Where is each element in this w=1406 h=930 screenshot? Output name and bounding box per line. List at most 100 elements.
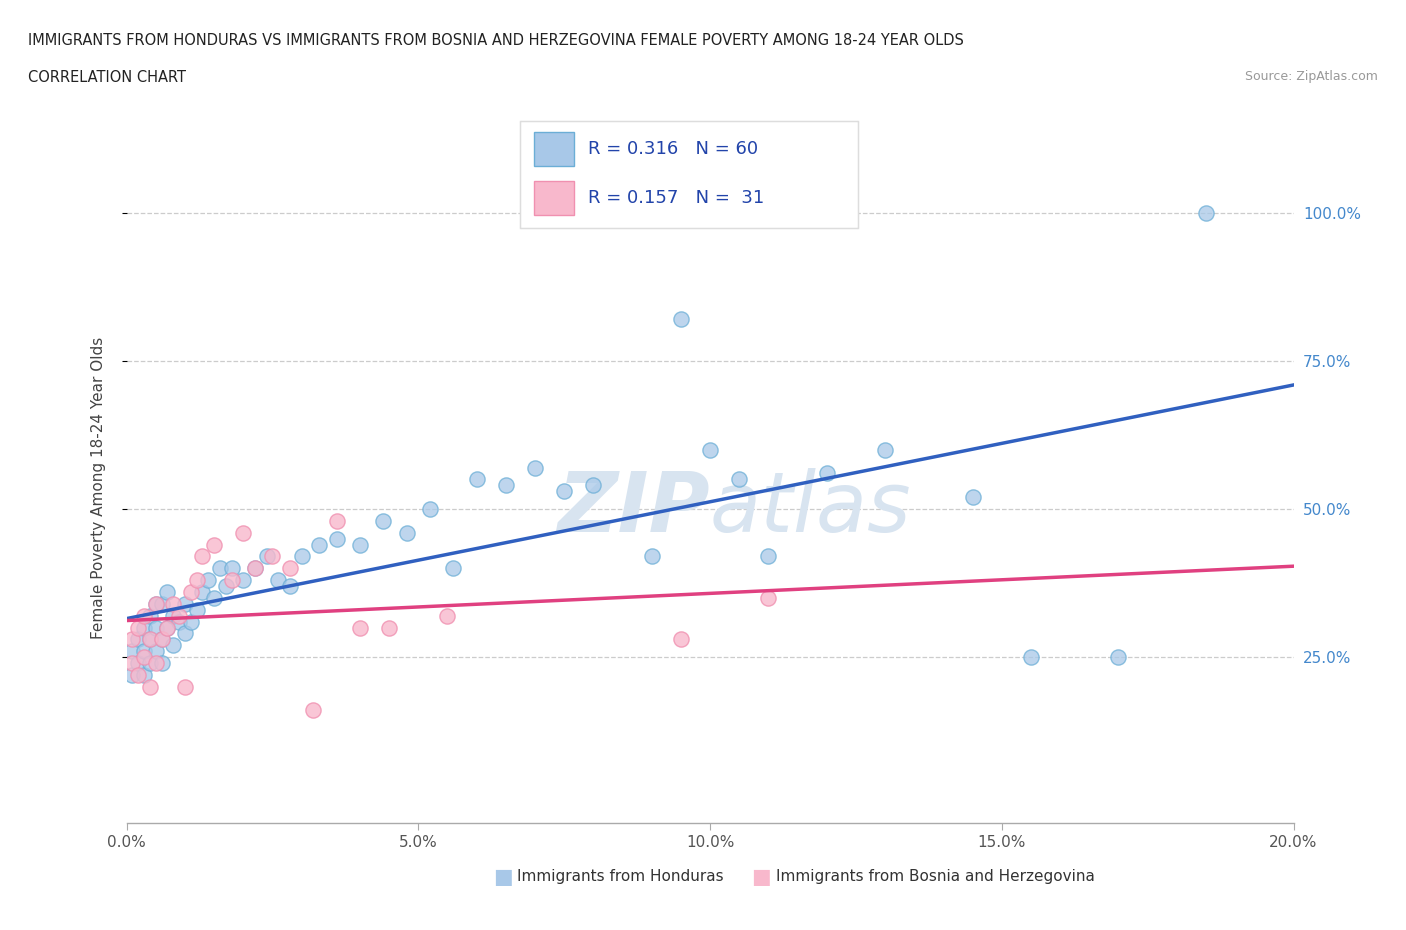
Point — [465, 472, 488, 486]
Point — [290, 549, 312, 564]
Point — [325, 531, 347, 546]
Point — [121, 668, 143, 683]
Point — [186, 573, 208, 588]
Point — [419, 501, 441, 516]
Point — [640, 549, 664, 564]
Point — [308, 538, 330, 552]
Point — [553, 484, 575, 498]
Point — [221, 561, 243, 576]
Point — [145, 644, 167, 658]
Point — [1019, 650, 1042, 665]
Point — [232, 525, 254, 540]
Point — [156, 620, 179, 635]
Point — [395, 525, 418, 540]
Point — [669, 631, 692, 646]
Bar — [534, 131, 574, 166]
Point — [127, 656, 149, 671]
Point — [669, 312, 692, 326]
Point — [436, 608, 458, 623]
Point — [243, 561, 266, 576]
Point — [325, 513, 347, 528]
Point — [221, 573, 243, 588]
Point — [174, 679, 197, 694]
Point — [162, 638, 184, 653]
Point — [121, 631, 143, 646]
Point — [815, 466, 838, 481]
Point — [202, 591, 225, 605]
Text: ZIP: ZIP — [557, 468, 710, 549]
Bar — [534, 180, 574, 215]
Point — [756, 591, 779, 605]
Point — [186, 603, 208, 618]
Point — [139, 608, 162, 623]
Point — [495, 478, 517, 493]
Point — [191, 549, 214, 564]
Point — [962, 490, 984, 505]
Point — [150, 631, 173, 646]
Point — [441, 561, 464, 576]
Point — [1108, 650, 1130, 665]
Point — [699, 443, 721, 458]
Point — [150, 631, 173, 646]
Point — [139, 679, 162, 694]
Point — [150, 656, 173, 671]
Point — [262, 549, 284, 564]
Point — [215, 578, 238, 593]
Point — [167, 608, 190, 623]
Point — [756, 549, 779, 564]
Point — [121, 656, 143, 671]
Point — [174, 596, 197, 611]
Point — [278, 561, 301, 576]
Point — [167, 614, 190, 629]
Text: atlas: atlas — [710, 468, 911, 549]
Point — [145, 596, 167, 611]
Point — [174, 626, 197, 641]
Point — [256, 549, 278, 564]
Point — [162, 596, 184, 611]
Point — [127, 631, 149, 646]
Point — [1195, 206, 1218, 220]
Point — [139, 631, 162, 646]
Text: Immigrants from Honduras: Immigrants from Honduras — [517, 870, 724, 884]
Point — [145, 620, 167, 635]
Text: ■: ■ — [751, 867, 770, 887]
Point — [145, 656, 167, 671]
Point — [132, 668, 155, 683]
Point — [302, 703, 325, 718]
Text: ■: ■ — [494, 867, 513, 887]
Point — [349, 538, 371, 552]
Point — [349, 620, 371, 635]
Point — [127, 620, 149, 635]
Point — [232, 573, 254, 588]
Point — [162, 608, 184, 623]
Text: R = 0.157   N =  31: R = 0.157 N = 31 — [588, 189, 763, 206]
Point — [373, 513, 395, 528]
Text: CORRELATION CHART: CORRELATION CHART — [28, 70, 186, 85]
Text: R = 0.316   N = 60: R = 0.316 N = 60 — [588, 140, 758, 158]
Point — [132, 650, 155, 665]
Text: Source: ZipAtlas.com: Source: ZipAtlas.com — [1244, 70, 1378, 83]
Point — [132, 620, 155, 635]
Point — [197, 573, 219, 588]
Text: IMMIGRANTS FROM HONDURAS VS IMMIGRANTS FROM BOSNIA AND HERZEGOVINA FEMALE POVERT: IMMIGRANTS FROM HONDURAS VS IMMIGRANTS F… — [28, 33, 965, 47]
Point — [180, 614, 202, 629]
Point — [139, 656, 162, 671]
Text: Immigrants from Bosnia and Herzegovina: Immigrants from Bosnia and Herzegovina — [776, 870, 1095, 884]
Point — [728, 472, 751, 486]
Point — [191, 585, 214, 600]
Point — [582, 478, 605, 493]
Point — [127, 668, 149, 683]
Point — [267, 573, 290, 588]
Point — [145, 596, 167, 611]
Y-axis label: Female Poverty Among 18-24 Year Olds: Female Poverty Among 18-24 Year Olds — [91, 338, 105, 640]
Point — [378, 620, 401, 635]
Point — [156, 620, 179, 635]
Point — [208, 561, 231, 576]
Point — [139, 631, 162, 646]
Point — [524, 460, 547, 475]
Point — [180, 585, 202, 600]
Point — [243, 561, 266, 576]
Point — [202, 538, 225, 552]
Point — [150, 596, 173, 611]
Point — [156, 585, 179, 600]
